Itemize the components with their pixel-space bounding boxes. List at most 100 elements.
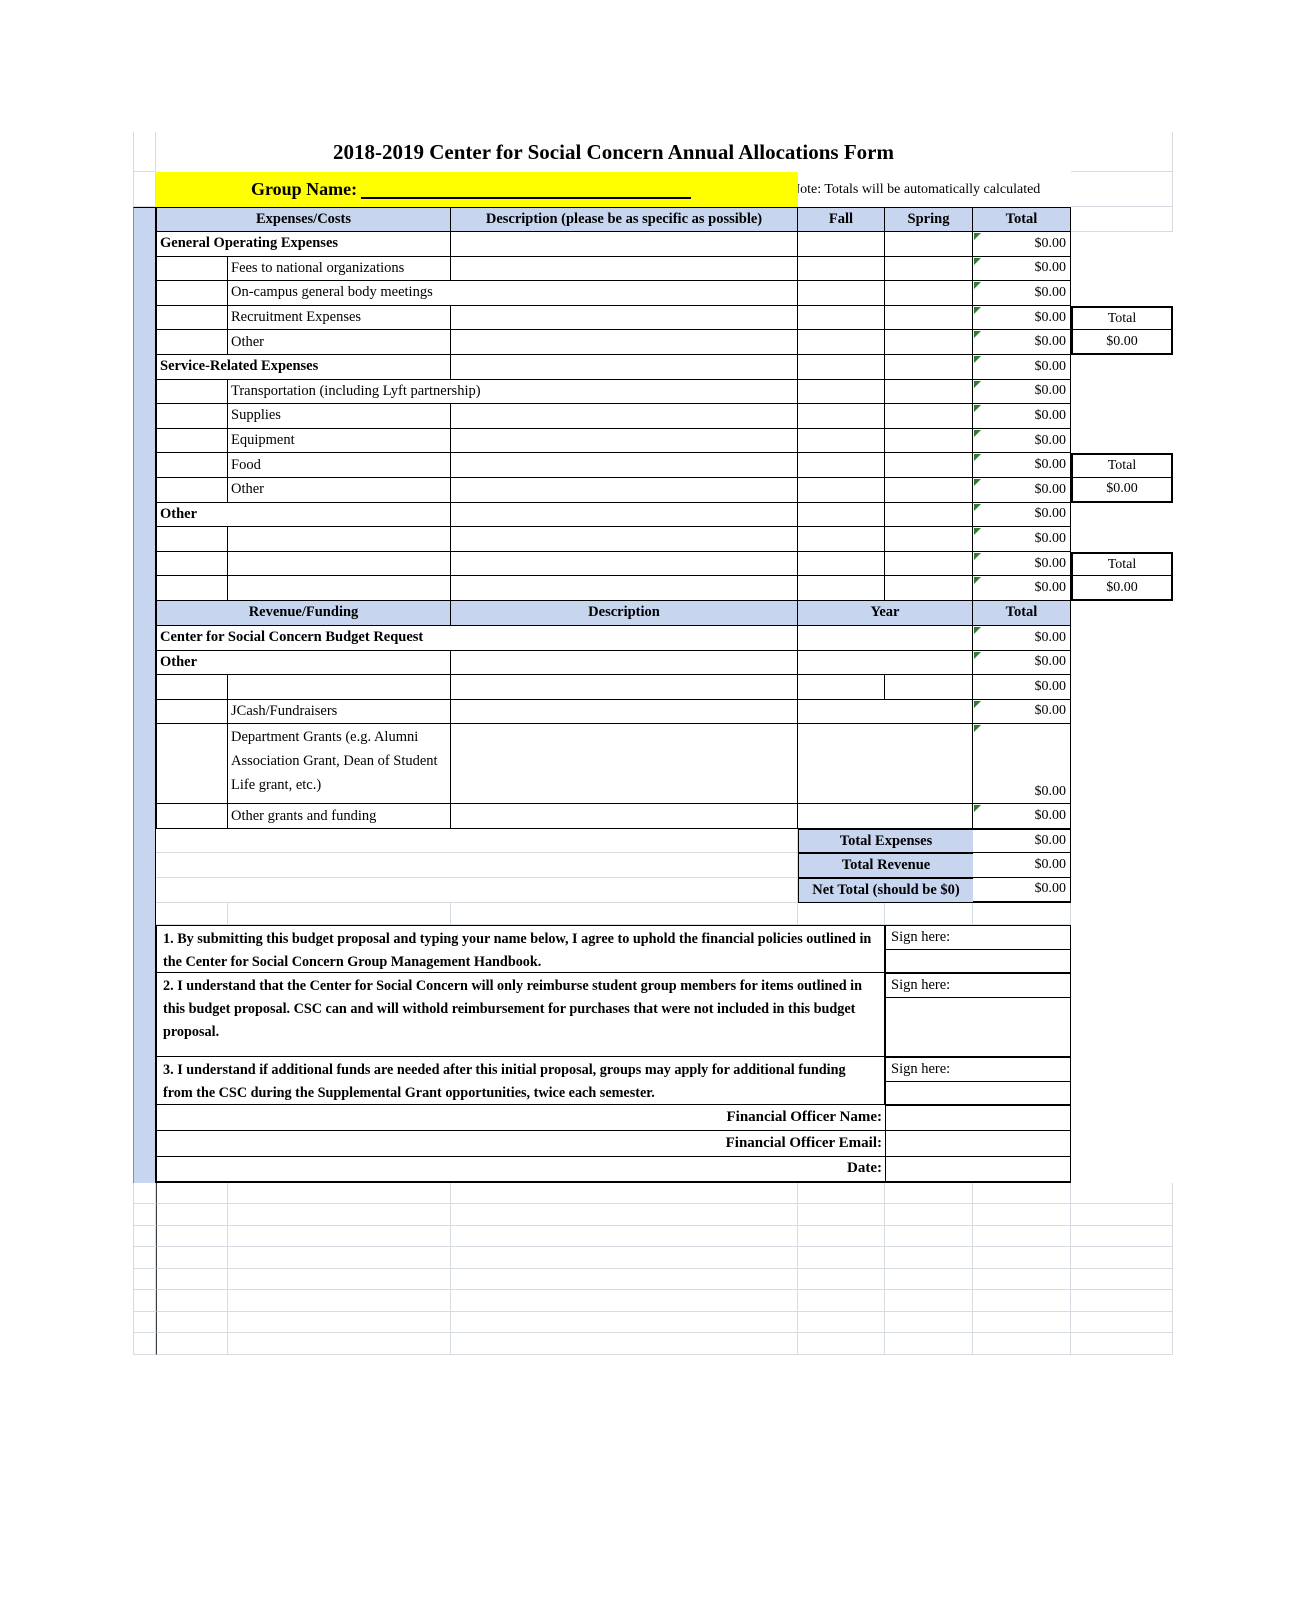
description-cell[interactable] [451,724,798,805]
row-band [133,330,156,355]
fall-cell[interactable] [798,305,885,331]
spring-cell[interactable] [885,404,973,429]
total-cell: $0.00 [973,305,1071,331]
group-name-label: Group Name: [251,179,358,199]
spring-cell[interactable] [885,576,973,601]
fall-cell[interactable] [798,330,885,355]
description-cell[interactable] [451,453,798,478]
date-input[interactable] [885,1156,1071,1183]
section-label: Other [156,650,451,676]
description-cell[interactable] [451,330,798,355]
table-row: Department Grants (e.g. Alumni Associati… [133,724,1173,805]
fall-cell[interactable] [798,527,885,552]
footer-field-row: Financial Officer Name: [133,1104,1173,1131]
margin-cell [1071,207,1173,232]
spring-cell[interactable] [885,379,973,405]
fall-cell[interactable] [798,232,885,257]
formula-flag-icon [974,478,981,486]
year-cell[interactable] [798,699,973,725]
row-band [133,724,156,805]
year-fall-cell[interactable] [798,675,885,700]
table-row: Food $0.00 Total [133,453,1173,478]
formula-flag-icon [974,331,981,339]
description-cell[interactable] [451,354,798,380]
fall-cell[interactable] [798,453,885,478]
spring-cell[interactable] [885,428,973,454]
spring-cell[interactable] [885,354,973,380]
signature-input[interactable] [886,1082,1070,1104]
formula-flag-icon [974,257,981,265]
item-label[interactable] [228,527,451,552]
fall-cell[interactable] [798,576,885,601]
net-total-value: $0.00 [973,878,1071,903]
indent-cell [156,804,228,829]
spring-cell[interactable] [885,453,973,478]
row-band [133,379,156,405]
spring-cell[interactable] [885,232,973,257]
empty-grid-row [133,1333,1173,1355]
financial-officer-name-input[interactable] [885,1104,1071,1131]
spring-cell[interactable] [885,256,973,282]
row-band [133,404,156,429]
description-cell[interactable] [451,428,798,454]
spring-cell[interactable] [885,281,973,306]
spring-cell[interactable] [885,551,973,577]
description-cell[interactable] [451,551,798,577]
margin-cell [1071,878,1173,903]
year-cell[interactable] [798,625,973,651]
description-cell[interactable] [451,804,798,829]
description-cell[interactable] [451,404,798,429]
item-label[interactable] [228,576,451,601]
total-cell: $0.00 [973,699,1071,725]
total-revenue-value: $0.00 [973,853,1071,879]
item-label[interactable] [228,551,451,577]
fall-cell[interactable] [798,281,885,306]
fall-cell[interactable] [798,551,885,577]
fall-cell[interactable] [798,502,885,528]
fall-cell[interactable] [798,379,885,405]
year-cell[interactable] [798,650,973,676]
item-label: Transportation (including Lyft partnersh… [228,379,798,405]
formula-flag-icon [974,700,981,708]
spring-cell[interactable] [885,477,973,503]
empty-grid-row [133,1268,1173,1291]
indent-cell [156,256,228,282]
row-band [133,1056,156,1105]
spring-cell[interactable] [885,502,973,528]
spring-cell[interactable] [885,330,973,355]
signature-box: Sign here: [885,972,1071,1057]
financial-officer-email-input[interactable] [885,1130,1071,1157]
description-cell[interactable] [451,650,798,676]
fall-cell[interactable] [798,256,885,282]
year-cell[interactable] [798,804,973,829]
year-cell[interactable] [798,724,973,805]
fall-cell[interactable] [798,354,885,380]
year-spring-cell[interactable] [885,675,973,700]
fall-cell[interactable] [798,404,885,429]
description-cell[interactable] [451,305,798,331]
description-cell[interactable] [451,675,798,700]
description-cell[interactable] [451,576,798,601]
table-row: $0.00 Total [133,551,1173,577]
item-label[interactable] [228,675,451,700]
signature-input[interactable] [886,950,1070,972]
spring-cell[interactable] [885,305,973,331]
description-cell[interactable] [451,477,798,503]
margin-cell [1071,903,1173,925]
description-cell[interactable] [451,232,798,257]
page-title: 2018-2019 Center for Social Concern Annu… [333,139,894,164]
description-cell[interactable] [451,699,798,725]
group-name-input[interactable] [361,181,692,199]
auto-calc-note: Note: Totals will be automatically calcu… [798,172,1071,207]
fall-cell[interactable] [798,428,885,454]
spring-cell[interactable] [885,527,973,552]
description-cell[interactable] [451,527,798,552]
description-cell[interactable] [451,256,798,282]
fall-cell[interactable] [798,477,885,503]
total-cell: $0.00 [973,625,1071,651]
item-label: On-campus general body meetings [228,281,798,306]
empty-grid-row [133,1311,1173,1334]
description-cell[interactable] [451,502,798,528]
margin-cell [1071,355,1173,380]
signature-input[interactable] [886,998,1070,1056]
